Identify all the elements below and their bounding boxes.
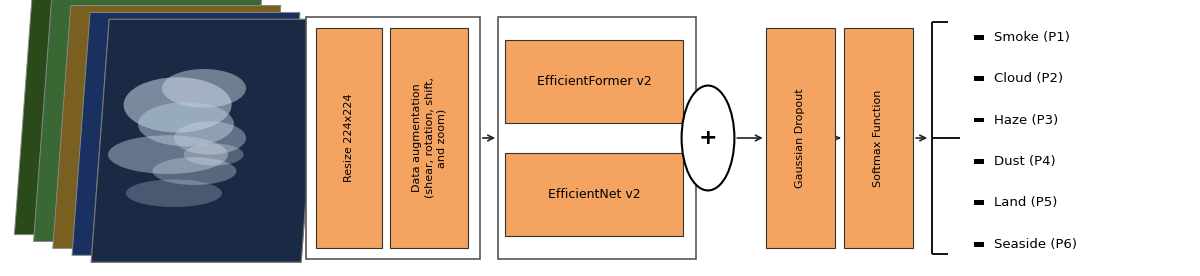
FancyBboxPatch shape [974, 35, 984, 40]
Ellipse shape [126, 179, 222, 207]
Polygon shape [72, 12, 300, 255]
FancyBboxPatch shape [766, 28, 835, 248]
Polygon shape [14, 0, 242, 235]
Ellipse shape [162, 69, 246, 108]
FancyBboxPatch shape [505, 153, 683, 236]
FancyBboxPatch shape [974, 200, 984, 205]
Polygon shape [91, 19, 319, 262]
Ellipse shape [174, 121, 246, 155]
Text: EfficientFormer v2: EfficientFormer v2 [536, 75, 652, 88]
FancyBboxPatch shape [974, 242, 984, 247]
Text: +: + [698, 128, 718, 148]
Text: Softmax Function: Softmax Function [874, 89, 883, 187]
Polygon shape [53, 6, 281, 248]
Text: Gaussian Dropout: Gaussian Dropout [796, 88, 805, 188]
FancyBboxPatch shape [974, 118, 984, 123]
FancyBboxPatch shape [498, 17, 696, 259]
FancyBboxPatch shape [974, 159, 984, 164]
Polygon shape [91, 19, 319, 262]
FancyBboxPatch shape [306, 17, 480, 259]
Text: Haze (P3): Haze (P3) [994, 113, 1058, 127]
Ellipse shape [184, 144, 244, 166]
FancyBboxPatch shape [974, 76, 984, 81]
Text: Dust (P4): Dust (P4) [994, 155, 1055, 168]
Ellipse shape [108, 135, 228, 174]
Ellipse shape [682, 86, 734, 190]
Text: Cloud (P2): Cloud (P2) [994, 72, 1063, 85]
FancyBboxPatch shape [844, 28, 913, 248]
Text: Seaside (P6): Seaside (P6) [994, 238, 1076, 251]
Ellipse shape [152, 157, 236, 185]
Text: Smoke (P1): Smoke (P1) [994, 31, 1069, 44]
Text: Data augmentation
(shear, rotation, shift,
and zoom): Data augmentation (shear, rotation, shif… [412, 78, 446, 198]
Text: Resize 224x224: Resize 224x224 [343, 94, 354, 182]
Ellipse shape [124, 77, 232, 132]
Text: Land (P5): Land (P5) [994, 196, 1057, 209]
FancyBboxPatch shape [505, 40, 683, 123]
Polygon shape [34, 0, 262, 242]
Text: EfficientNet v2: EfficientNet v2 [547, 188, 641, 201]
FancyBboxPatch shape [316, 28, 382, 248]
Ellipse shape [138, 102, 234, 146]
FancyBboxPatch shape [390, 28, 468, 248]
